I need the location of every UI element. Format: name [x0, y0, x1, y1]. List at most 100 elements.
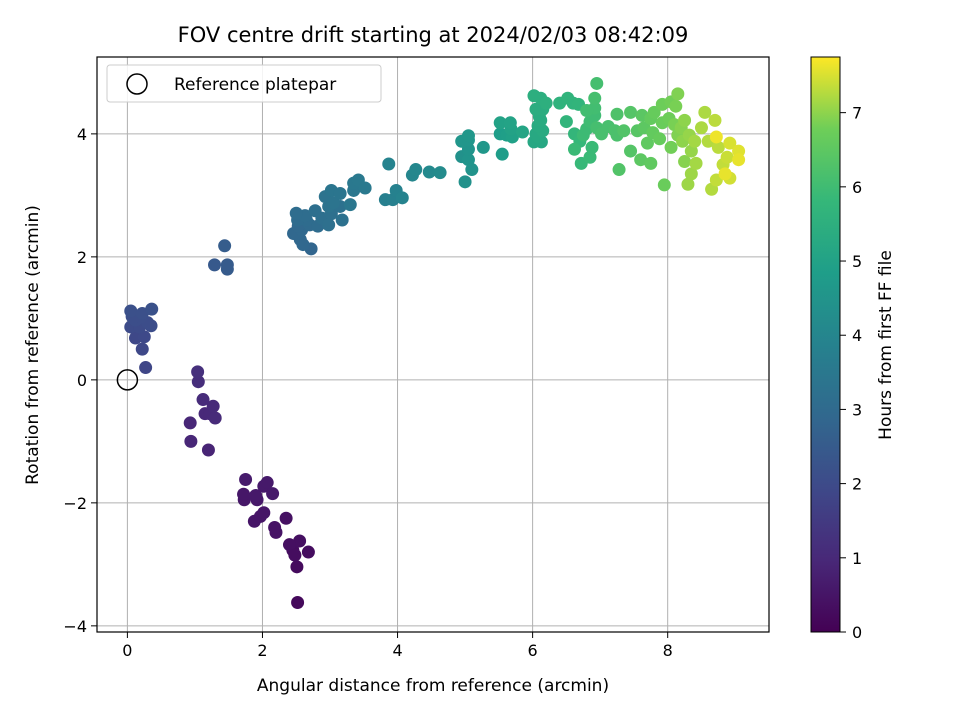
data-point — [515, 125, 529, 139]
data-point — [409, 163, 423, 177]
data-point — [678, 113, 692, 127]
y-tick-label: −4 — [63, 617, 87, 636]
y-axis-ticks: −4 −2 0 2 4 — [63, 125, 97, 636]
colorbar: 0 1 2 3 4 5 6 7 Hours from first FF file — [810, 56, 896, 642]
data-point — [260, 476, 274, 490]
data-point — [678, 155, 692, 169]
data-point — [493, 116, 507, 130]
data-point — [689, 156, 703, 170]
colorbar-gradient — [810, 56, 841, 633]
data-point — [382, 157, 396, 171]
data-point — [290, 560, 304, 574]
data-point — [191, 365, 205, 379]
y-tick-label: 0 — [77, 371, 87, 390]
data-point — [694, 121, 708, 135]
data-point — [681, 177, 695, 191]
data-point — [291, 595, 305, 609]
y-axis-label: Rotation from reference (arcmin) — [23, 205, 43, 485]
data-point — [612, 163, 626, 177]
colorbar-ticks: 0 1 2 3 4 5 6 7 — [840, 104, 862, 642]
colorbar-tick-label: 0 — [852, 623, 862, 642]
data-points — [124, 76, 746, 609]
data-point — [720, 150, 734, 164]
data-point — [711, 140, 725, 154]
data-point — [671, 87, 685, 101]
x-tick-label: 0 — [122, 641, 132, 660]
data-point — [669, 99, 683, 113]
data-point — [461, 153, 475, 167]
data-point — [208, 258, 222, 272]
data-point — [590, 76, 604, 90]
data-point — [718, 167, 732, 181]
data-point — [583, 150, 597, 164]
data-point — [640, 136, 654, 150]
legend: Reference platepar — [106, 64, 382, 103]
data-point — [395, 191, 409, 205]
y-tick-label: 2 — [77, 248, 87, 267]
data-point — [206, 399, 220, 413]
data-point — [688, 134, 702, 148]
data-point — [634, 153, 648, 167]
data-point — [137, 330, 151, 344]
data-point — [708, 113, 722, 127]
legend-entry-label: Reference platepar — [174, 75, 336, 95]
data-point — [358, 181, 372, 195]
colorbar-tick-label: 4 — [852, 326, 862, 345]
data-point — [624, 144, 638, 158]
data-point — [580, 104, 594, 118]
data-point — [220, 258, 234, 272]
data-point — [335, 213, 349, 227]
data-point — [326, 196, 340, 210]
data-point — [139, 361, 153, 375]
data-point — [201, 443, 215, 457]
data-point — [289, 206, 303, 220]
data-point — [433, 166, 447, 180]
chart-title: FOV centre drift starting at 2024/02/03 … — [178, 23, 689, 47]
data-point — [184, 434, 198, 448]
colorbar-tick-label: 7 — [852, 104, 862, 123]
data-point — [333, 187, 347, 201]
plot-frame — [96, 56, 770, 633]
data-point — [684, 144, 698, 158]
data-point — [237, 487, 251, 501]
colorbar-tick-label: 1 — [852, 549, 862, 568]
data-point — [124, 304, 138, 318]
data-point — [644, 156, 658, 170]
data-point — [183, 416, 197, 430]
data-point — [657, 178, 671, 192]
data-point — [422, 165, 436, 179]
data-point — [653, 132, 667, 146]
data-point — [610, 107, 624, 121]
data-point — [588, 91, 602, 105]
data-point — [268, 520, 282, 534]
data-point — [684, 167, 698, 181]
data-point — [617, 124, 631, 138]
legend-reference-icon — [126, 73, 148, 95]
x-axis-label: Angular distance from reference (arcmin) — [257, 676, 609, 696]
legend-box — [106, 64, 382, 103]
data-point — [293, 534, 307, 548]
y-tick-label: −2 — [63, 494, 87, 513]
data-point — [567, 142, 581, 156]
colorbar-label: Hours from first FF file — [876, 250, 896, 440]
x-tick-label: 4 — [392, 641, 402, 660]
data-point — [282, 538, 296, 552]
data-point — [495, 147, 509, 161]
colorbar-tick-label: 3 — [852, 400, 862, 419]
data-point — [279, 511, 293, 525]
data-point — [249, 488, 263, 502]
colorbar-tick-label: 6 — [852, 178, 862, 197]
data-point — [266, 487, 280, 501]
data-point — [301, 545, 315, 559]
data-point — [709, 130, 723, 144]
data-point — [732, 153, 746, 167]
data-point — [208, 411, 222, 425]
data-point — [196, 393, 210, 407]
data-point — [465, 163, 479, 177]
data-point — [539, 96, 553, 110]
data-point — [322, 218, 336, 232]
data-point — [723, 136, 737, 150]
data-point — [218, 239, 232, 253]
data-point — [698, 105, 712, 119]
